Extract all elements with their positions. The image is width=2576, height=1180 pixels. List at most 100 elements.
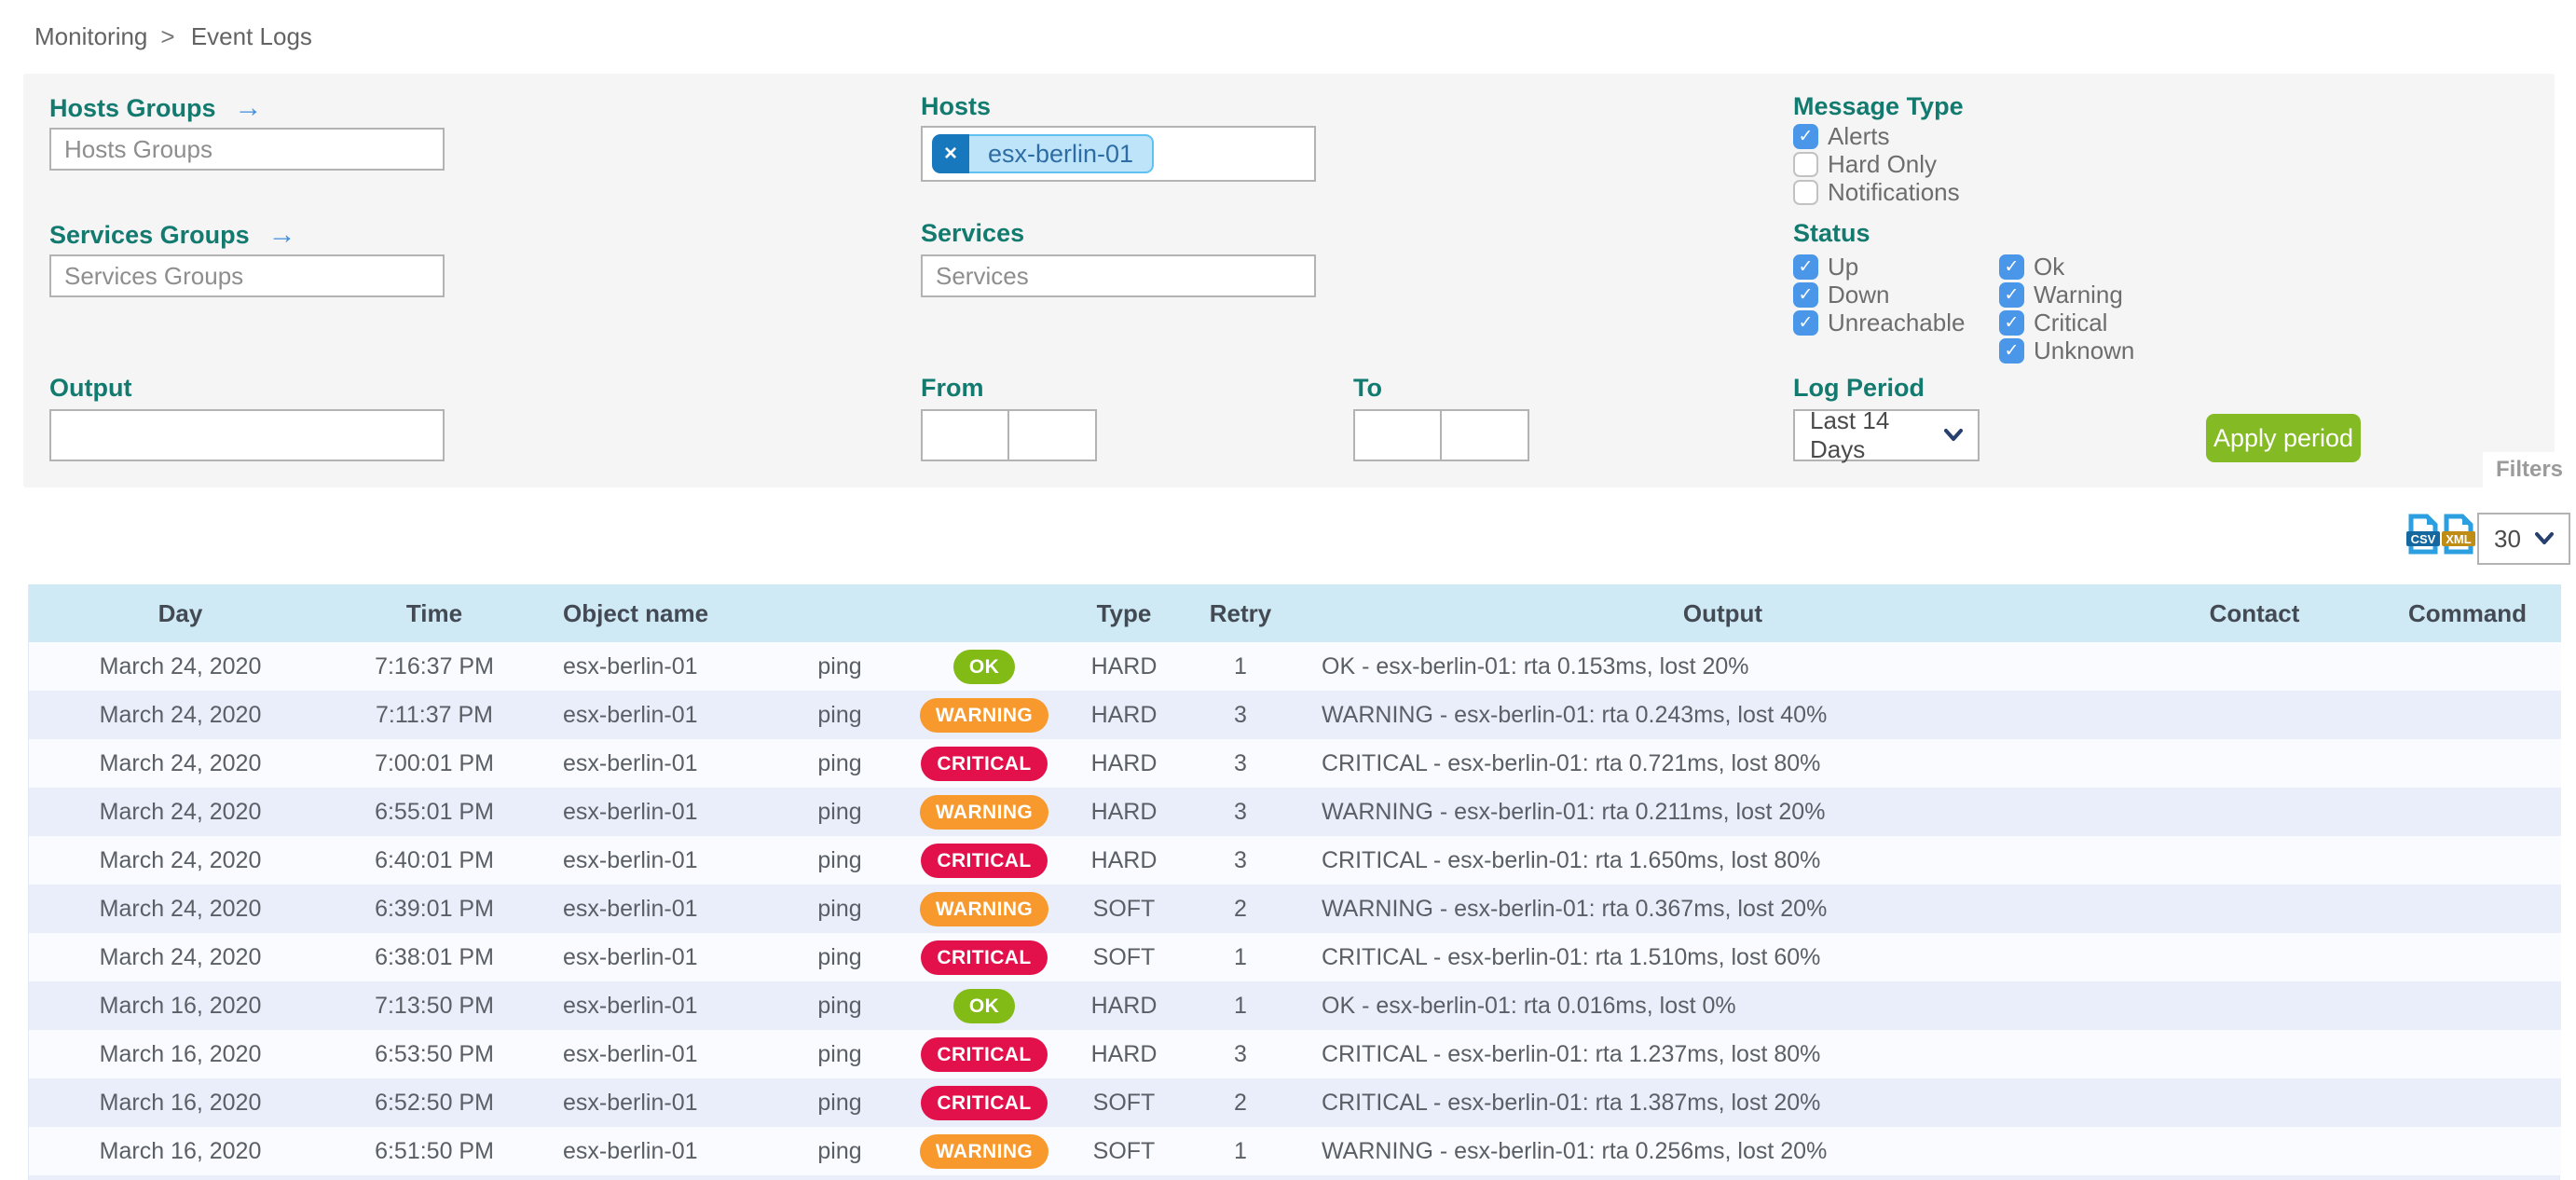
partial-next-row: [29, 1175, 2559, 1180]
event-row: March 24, 2020 6:38:01 PM esx-berlin-01 pin…: [29, 933, 2561, 981]
service-cell: ping: [817, 846, 862, 873]
chevron-down-icon: [1944, 429, 1963, 441]
to-label: To: [1353, 374, 1382, 402]
status-checkgroup-services: ✓ Ok ✓ Warning ✓ Critical ✓ Unknown: [1999, 253, 2134, 364]
object-cell: esx-berlin-01: [563, 992, 698, 1019]
service-cell: ping: [817, 1040, 862, 1067]
checkbox-checked-icon[interactable]: ✓: [1999, 254, 2024, 280]
checkbox-checked-icon[interactable]: ✓: [1999, 309, 2024, 336]
export-csv-icon[interactable]: CSV: [2406, 514, 2440, 559]
check-mark-icon: ✓: [1798, 284, 1814, 305]
page-size-value: 30: [2494, 524, 2521, 553]
checkbox-unchecked-icon[interactable]: [1793, 151, 1818, 177]
csv-icon-label: CSV: [2411, 532, 2436, 546]
hosts-groups-input[interactable]: [49, 128, 445, 171]
service-cell: ping: [817, 895, 862, 922]
check-mark-icon: ✓: [2004, 340, 2020, 361]
checkbox-checked-icon[interactable]: ✓: [1999, 337, 2024, 364]
from-date-input[interactable]: [921, 409, 1009, 461]
column-header-retry: Retry: [1171, 584, 1310, 642]
output-cell: WARNING - esx-berlin-01: rta 0.211ms, lo…: [1322, 798, 1826, 825]
checkbox-warning[interactable]: ✓ Warning: [1999, 281, 2134, 309]
checkbox-checked-icon[interactable]: ✓: [1793, 281, 1818, 308]
column-header-time: Time: [332, 584, 537, 642]
status-badge: WARNING: [919, 794, 1049, 830]
status-checkgroup-hosts: ✓ Up ✓ Down ✓ Unreachable: [1793, 253, 1965, 336]
checkbox-up[interactable]: ✓ Up: [1793, 253, 1965, 281]
selected-host-tag-label: esx-berlin-01: [969, 134, 1155, 173]
day-cell: March 24, 2020: [99, 701, 262, 728]
services-groups-arrow-icon[interactable]: →: [267, 219, 296, 250]
to-time-input[interactable]: [1440, 409, 1529, 461]
filters-tab[interactable]: Filters: [2483, 452, 2576, 487]
event-table-body: March 24, 2020 7:16:37 PM esx-berlin-01 pin…: [29, 642, 2561, 1175]
page-size-select[interactable]: 30: [2477, 513, 2570, 565]
checkbox-unknown[interactable]: ✓ Unknown: [1999, 336, 2134, 364]
hosts-input[interactable]: × esx-berlin-01: [921, 126, 1316, 182]
event-row: March 16, 2020 6:52:50 PM esx-berlin-01 pin…: [29, 1078, 2561, 1127]
log-period-select[interactable]: Last 14 Days: [1793, 406, 1980, 463]
apply-period-button[interactable]: Apply period: [2206, 414, 2361, 462]
service-cell: ping: [817, 992, 862, 1019]
services-groups-label: Services Groups: [49, 220, 250, 249]
status-badge: CRITICAL: [921, 1085, 1048, 1120]
services-input[interactable]: [921, 254, 1316, 297]
check-mark-icon: ✓: [2004, 256, 2020, 277]
service-cell: ping: [817, 652, 862, 679]
status-cell: CRITICAL: [891, 739, 1077, 788]
output-cell: CRITICAL - esx-berlin-01: rta 0.721ms, l…: [1322, 749, 1821, 776]
event-row: March 16, 2020 6:51:50 PM esx-berlin-01 pin…: [29, 1127, 2561, 1175]
to-date-input[interactable]: [1353, 409, 1442, 461]
checkbox-label: Unreachable: [1828, 308, 1966, 336]
checkbox-ok[interactable]: ✓ Ok: [1999, 253, 2134, 281]
breadcrumb-event-logs[interactable]: Event Logs: [190, 22, 312, 50]
retry-cell: 3: [1234, 701, 1247, 728]
checkbox-hard-only[interactable]: Hard Only: [1793, 150, 1960, 178]
output-cell: CRITICAL - esx-berlin-01: rta 1.237ms, l…: [1322, 1040, 1821, 1067]
checkbox-checked-icon[interactable]: ✓: [1999, 281, 2024, 308]
command-cell: [2374, 933, 2561, 981]
output-input[interactable]: [49, 409, 445, 461]
time-cell: 6:52:50 PM: [375, 1089, 494, 1116]
hosts-groups-arrow-icon[interactable]: →: [234, 92, 263, 123]
export-xml-icon[interactable]: XML: [2442, 514, 2475, 559]
breadcrumb-monitoring[interactable]: Monitoring: [34, 22, 148, 50]
day-cell: March 16, 2020: [99, 1089, 262, 1116]
checkbox-label: Warning: [2034, 280, 2123, 309]
checkbox-checked-icon[interactable]: ✓: [1793, 309, 1818, 336]
contact-cell: [2135, 739, 2374, 788]
output-cell: CRITICAL - esx-berlin-01: rta 1.650ms, l…: [1322, 846, 1821, 873]
breadcrumb: Monitoring > Event Logs: [34, 22, 322, 51]
checkbox-label: Ok: [2034, 252, 2065, 281]
remove-host-tag-icon[interactable]: ×: [932, 134, 969, 173]
type-cell: SOFT: [1092, 1089, 1156, 1116]
status-badge: WARNING: [919, 697, 1049, 733]
object-cell: esx-berlin-01: [563, 895, 698, 922]
checkbox-critical[interactable]: ✓ Critical: [1999, 309, 2134, 336]
checkbox-checked-icon[interactable]: ✓: [1793, 254, 1818, 280]
checkbox-down[interactable]: ✓ Down: [1793, 281, 1965, 309]
contact-cell: [2135, 933, 2374, 981]
checkbox-label: Alerts: [1828, 121, 1890, 150]
column-header-day: Day: [29, 584, 332, 642]
checkbox-checked-icon[interactable]: ✓: [1793, 123, 1818, 149]
selected-host-tag: × esx-berlin-01: [932, 134, 1155, 173]
service-cell: ping: [817, 1137, 862, 1164]
log-period-label: Log Period: [1793, 374, 1925, 402]
checkbox-alerts[interactable]: ✓ Alerts: [1793, 122, 1960, 150]
checkbox-notifications[interactable]: Notifications: [1793, 178, 1960, 206]
column-header-output: Output: [1310, 584, 2135, 642]
checkbox-unchecked-icon[interactable]: [1793, 179, 1818, 205]
command-cell: [2374, 691, 2561, 739]
checkbox-unreachable[interactable]: ✓ Unreachable: [1793, 309, 1965, 336]
day-cell: March 16, 2020: [99, 992, 262, 1019]
xml-icon-label: XML: [2446, 532, 2472, 546]
event-row: March 24, 2020 7:00:01 PM esx-berlin-01 pin…: [29, 739, 2561, 788]
time-cell: 6:38:01 PM: [375, 943, 494, 970]
status-badge: CRITICAL: [921, 940, 1048, 975]
hosts-groups-label-row: Hosts Groups →: [49, 92, 263, 124]
from-time-input[interactable]: [1007, 409, 1097, 461]
log-period-value: Last 14 Days: [1810, 406, 1890, 463]
services-groups-input[interactable]: [49, 254, 445, 297]
